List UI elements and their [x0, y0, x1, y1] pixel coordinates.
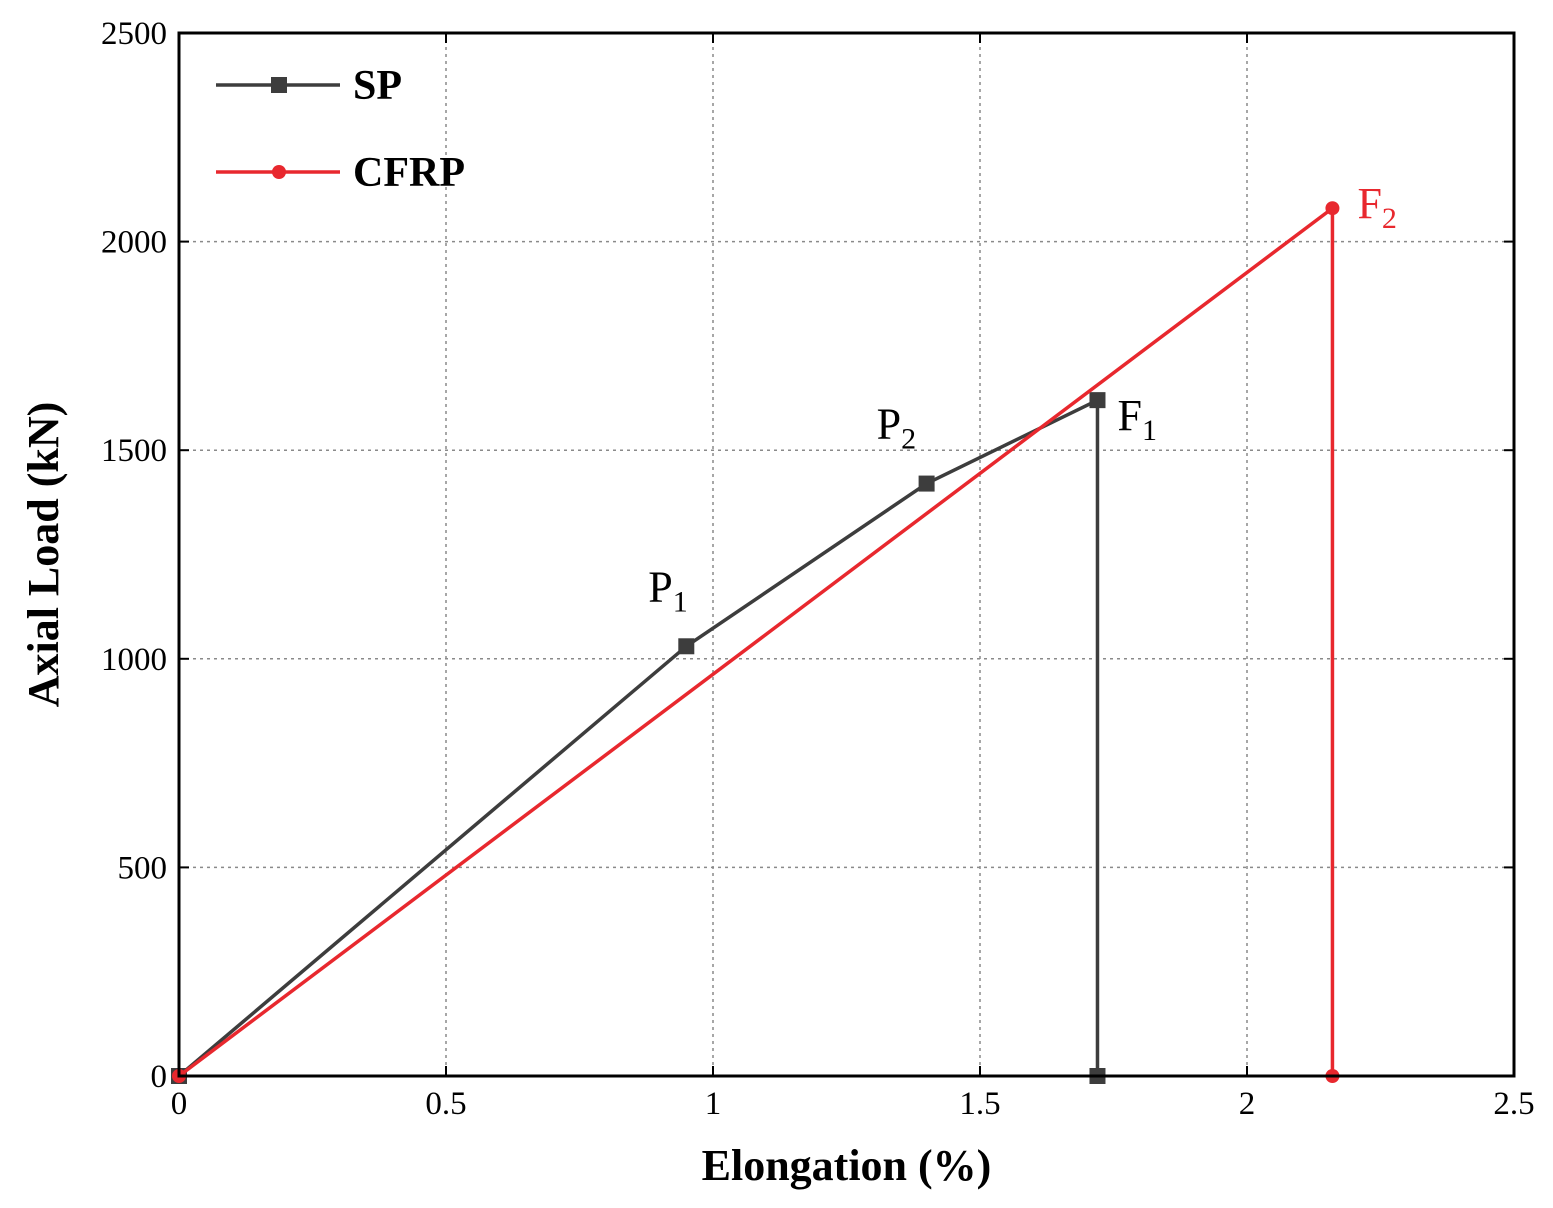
y-tick-label: 0 — [151, 1059, 168, 1095]
y-tick-label: 1500 — [101, 433, 167, 469]
x-tick-label: 2.5 — [1493, 1086, 1534, 1122]
y-tick-label: 1000 — [101, 642, 167, 678]
data-point-cfrp — [1325, 201, 1340, 216]
x-axis-title: Elongation (%) — [702, 1141, 992, 1190]
annotation-base: F — [1117, 391, 1141, 440]
y-tick-label: 2500 — [101, 16, 167, 52]
legend: SP CFRP — [216, 63, 465, 196]
annotation-f2: F2 — [1357, 179, 1396, 235]
x-tick-label: 0.5 — [425, 1086, 466, 1122]
x-tick-label: 0 — [171, 1086, 188, 1122]
data-point-sp — [678, 638, 695, 655]
x-tick-label: 2 — [1239, 1086, 1256, 1122]
grid-lines — [179, 33, 1514, 1076]
y-axis-title: Axial Load (kN) — [19, 402, 68, 708]
annotation-p2: P2 — [877, 400, 916, 456]
legend-marker-cfrp — [272, 165, 286, 179]
series-line-cfrp — [177, 206, 1335, 1078]
legend-marker-sp — [271, 77, 287, 93]
data-point-sp — [1089, 392, 1106, 409]
y-tick-label: 500 — [118, 850, 168, 886]
axis-ticks — [178, 32, 1515, 1077]
annotation-base: P — [648, 562, 672, 611]
legend-label-cfrp: CFRP — [353, 150, 465, 196]
annotation-subscript: 1 — [673, 585, 688, 618]
x-tick-label: 1.5 — [959, 1086, 1000, 1122]
series-layer — [171, 201, 1340, 1084]
annotation-f1: F1 — [1117, 391, 1156, 447]
data-point-sp — [918, 475, 935, 492]
tick-labels: 0 0.5 1 1.5 2 2.5 0 500 1000 1500 2000 2500 — [101, 16, 1535, 1122]
annotation-subscript: 2 — [901, 423, 916, 456]
annotation-subscript: 2 — [1382, 202, 1397, 235]
annotation-p1: P1 — [648, 562, 687, 618]
annotation-base: P — [877, 400, 901, 449]
annotation-base: F — [1357, 179, 1381, 228]
y-tick-label: 2000 — [101, 225, 167, 261]
series-line-sp — [177, 398, 1100, 1078]
plot-frame — [177, 31, 1516, 1078]
annotation-subscript: 1 — [1142, 414, 1157, 447]
x-tick-label: 1 — [705, 1086, 722, 1122]
legend-label-sp: SP — [353, 63, 402, 109]
